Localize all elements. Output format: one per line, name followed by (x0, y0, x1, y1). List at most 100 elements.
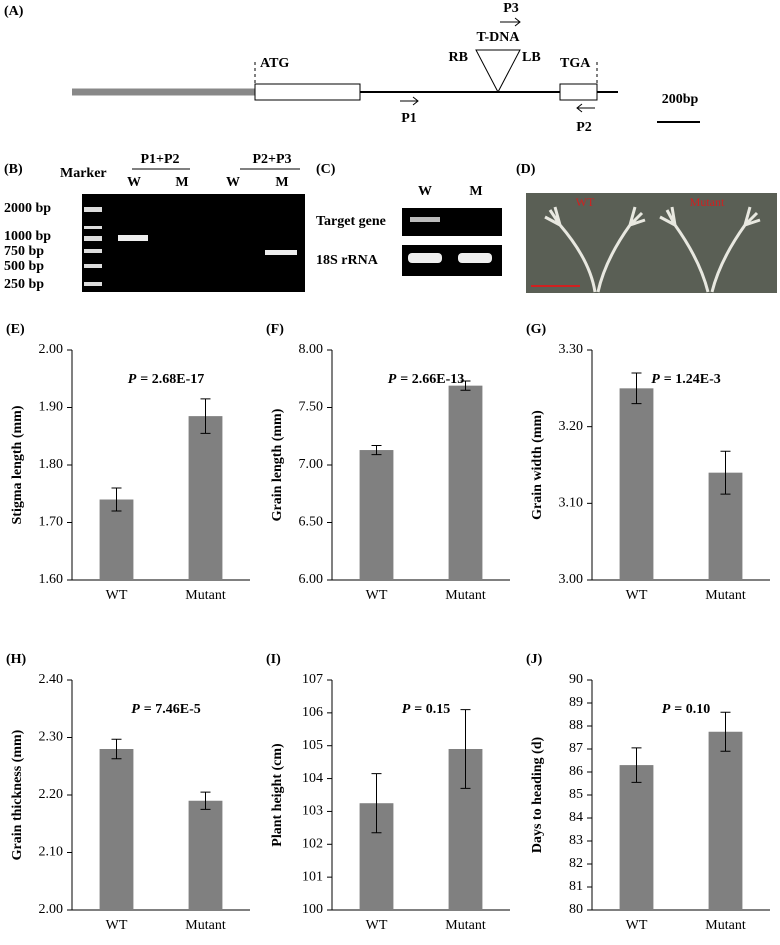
y-tick-label: 6.00 (299, 572, 324, 587)
y-tick-label: 86 (569, 764, 583, 779)
x-tick-label: WT (106, 918, 128, 933)
panel-label: (E) (6, 322, 25, 337)
panel-label: (J) (526, 652, 543, 667)
y-tick-label: 80 (569, 902, 583, 917)
t-dna-label: T-DNA (476, 30, 520, 45)
y-axis-label: Plant height (cm) (270, 743, 285, 847)
x-tick-label: Mutant (445, 918, 486, 933)
error-bar (720, 711, 731, 752)
primer-set: P1+P2 (140, 152, 179, 167)
error-bar (460, 380, 471, 391)
y-tick-label: 1.90 (39, 400, 64, 415)
panel-label: (C) (316, 162, 336, 177)
y-tick-label: 103 (302, 804, 323, 819)
panel-label: (F) (266, 322, 284, 337)
bar (448, 385, 483, 580)
panel-label: (A) (4, 4, 24, 19)
error-bar (631, 372, 642, 405)
y-tick-label: 2.00 (39, 902, 64, 917)
y-tick-label: 2.40 (39, 672, 64, 687)
error-bar (200, 398, 211, 434)
annotation: P = 0.15 (402, 702, 451, 717)
annotation-text: = 2.68E-17 (140, 372, 204, 387)
bar (619, 765, 654, 910)
panel-label: (G) (526, 322, 547, 337)
y-tick-label: 87 (569, 741, 583, 756)
y-tick-label: 2.00 (39, 342, 64, 357)
annotation-symbol: P (662, 702, 671, 717)
bar (99, 499, 134, 580)
panel-label: (I) (266, 652, 281, 667)
y-tick-label: 1.70 (39, 515, 64, 530)
y-tick-label: 6.50 (299, 515, 324, 530)
gel-b: (B) Marker P1+P2 P2+P3 W M W M 2000 bp 1… (4, 152, 305, 292)
row-label: Target gene (316, 214, 386, 229)
p2-label: P2 (576, 120, 592, 135)
primer-arrow (500, 17, 521, 27)
ladder-label: 2000 bp (4, 201, 51, 216)
error-bar (111, 487, 122, 512)
x-tick-label: Mutant (185, 588, 226, 603)
y-tick-label: 3.10 (559, 496, 584, 511)
y-tick-label: 2.30 (39, 730, 64, 745)
y-axis-label: Grain length (mm) (270, 408, 285, 521)
annotation-symbol: P (131, 702, 140, 717)
y-tick-label: 83 (569, 833, 583, 848)
error-bar (200, 791, 211, 810)
x-tick-label: Mutant (445, 588, 486, 603)
y-tick-label: 7.50 (299, 400, 324, 415)
lane-label: W (226, 175, 240, 190)
y-tick-label: 105 (302, 738, 323, 753)
x-tick-label: Mutant (705, 588, 746, 603)
x-tick-label: Mutant (185, 918, 226, 933)
bar (708, 731, 743, 910)
lane-label: M (275, 175, 288, 190)
bar (188, 416, 223, 580)
ladder-label: 250 bp (4, 277, 44, 292)
primer-arrow (576, 103, 595, 113)
y-tick-label: 107 (302, 672, 323, 687)
exon (254, 83, 361, 101)
annotation-text: = 0.15 (414, 702, 450, 717)
band (265, 250, 297, 255)
ladder-label: 750 bp (4, 244, 44, 259)
x-tick-label: WT (626, 588, 648, 603)
y-tick-label: 82 (569, 856, 583, 871)
y-tick-label: 1.80 (39, 457, 64, 472)
gene-diagram: (A) ATG T-DNA RB LB P3 TGA P1 P2 200bp (4, 1, 700, 135)
stigma-shapes (544, 206, 761, 293)
y-tick-label: 89 (569, 695, 583, 710)
y-tick-label: 7.00 (299, 457, 324, 472)
panel-label: (H) (6, 652, 27, 667)
x-tick-label: WT (366, 588, 388, 603)
rb-label: RB (449, 50, 468, 65)
ladder-bands (84, 207, 102, 286)
y-tick-label: 3.20 (559, 419, 584, 434)
y-tick-label: 3.30 (559, 342, 584, 357)
error-bar (631, 747, 642, 783)
error-bar (371, 773, 382, 834)
error-bar (460, 709, 471, 789)
annotation-text: = 1.24E-3 (664, 372, 721, 387)
lane-label: M (175, 175, 188, 190)
ladder-label: 1000 bp (4, 229, 51, 244)
p1-label: P1 (401, 111, 417, 126)
annotation-text: = 2.66E-13 (400, 372, 464, 387)
gel (82, 194, 305, 292)
y-axis-label: Stigma length (mm) (10, 405, 25, 524)
stigma-photo: (D) WT Mutant (516, 162, 777, 293)
y-tick-label: 3.00 (559, 572, 584, 587)
t-dna-insert (475, 49, 521, 94)
annotation: P = 2.68E-17 (128, 372, 205, 387)
band (458, 253, 492, 263)
error-bar (371, 444, 382, 456)
primer-set: P2+P3 (252, 152, 291, 167)
y-axis-label: Days to heading (d) (530, 737, 545, 854)
y-tick-label: 102 (302, 837, 323, 852)
y-axis-label: Grain width (mm) (530, 410, 545, 520)
lane-label: W (127, 175, 141, 190)
y-tick-label: 81 (569, 879, 583, 894)
error-bar (111, 738, 122, 760)
lane-label: W (418, 184, 432, 199)
